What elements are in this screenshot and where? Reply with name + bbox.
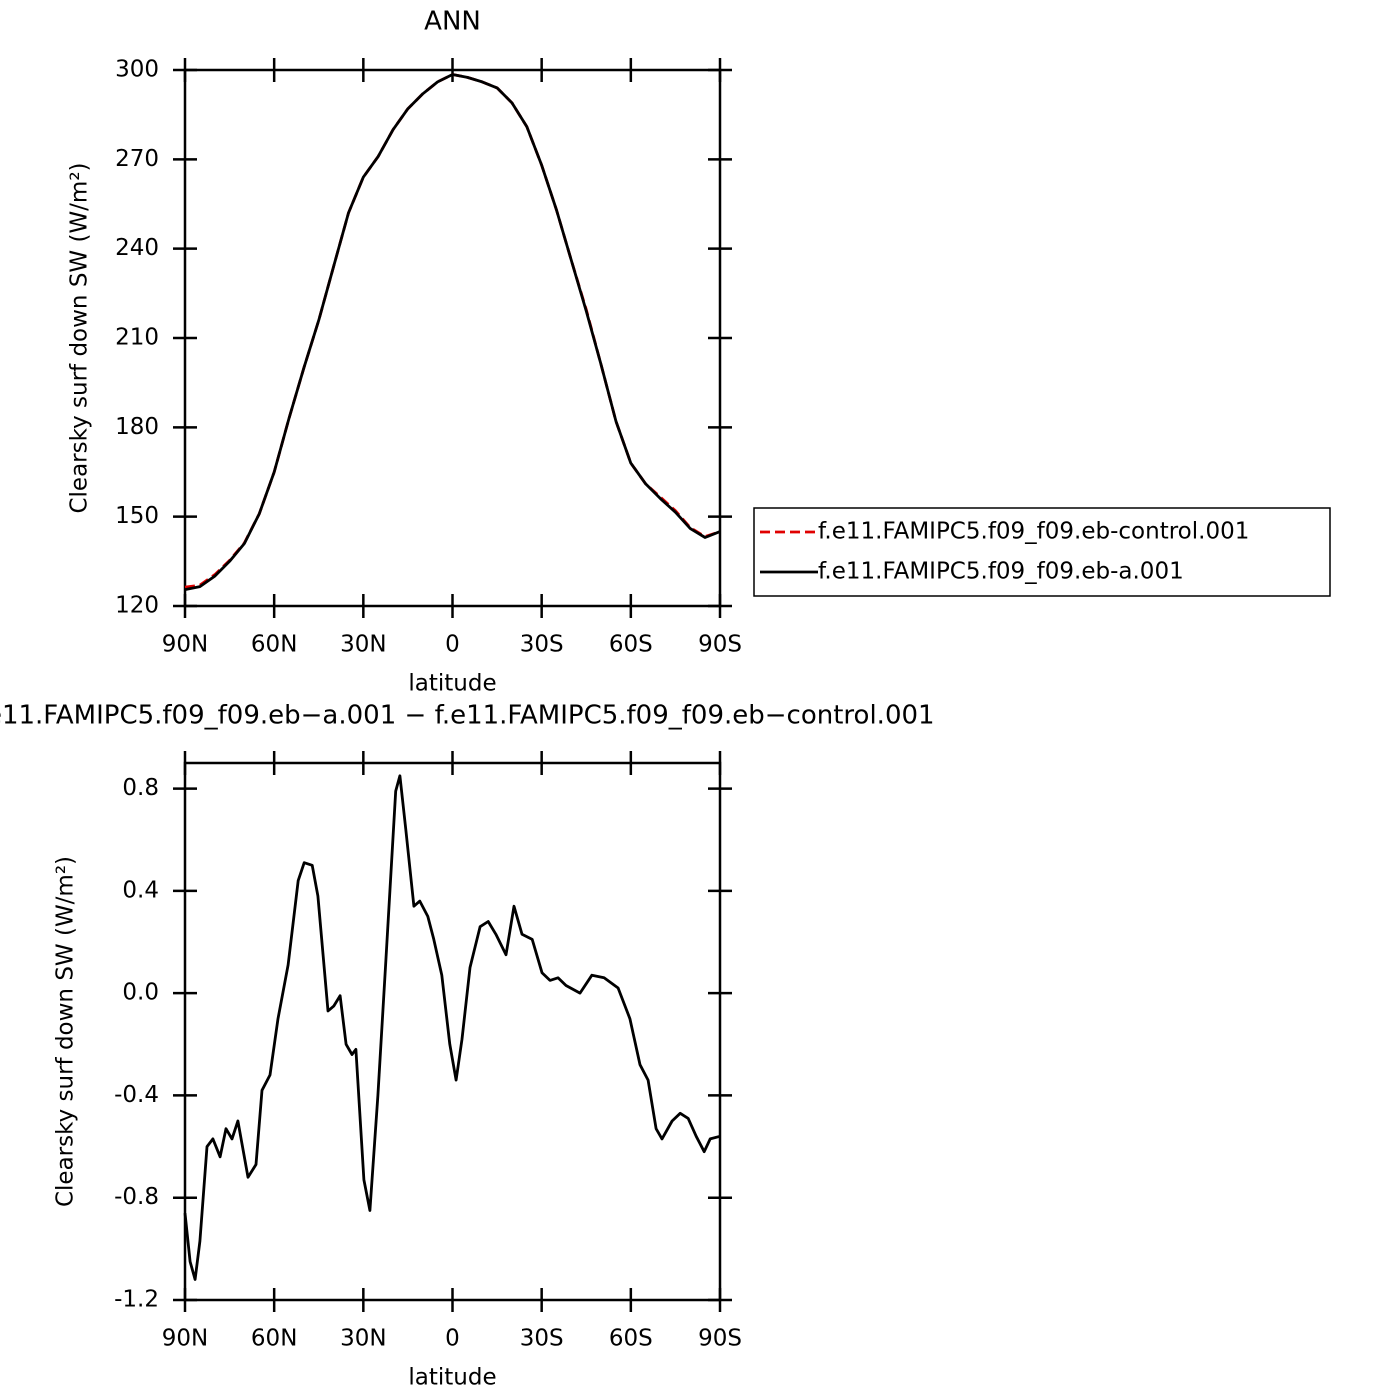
y-tick-label: 180 [115, 414, 159, 440]
legend-box [753, 507, 1331, 597]
y-tick-label: -0.8 [114, 1184, 159, 1210]
y-axis-label: Clearsky surf down SW (W/m²) [67, 162, 93, 513]
y-axis-label: Clearsky surf down SW (W/m²) [53, 856, 79, 1207]
x-tick-label: 90N [162, 632, 208, 658]
x-tick-label: 30S [520, 632, 564, 658]
data-line [183, 774, 721, 1281]
plot-frame [183, 68, 722, 608]
x-tick-label: 60S [609, 632, 653, 658]
y-tick-label: 120 [115, 593, 159, 619]
y-tick-label: -1.2 [114, 1287, 159, 1313]
y-tick-label: 270 [115, 146, 159, 172]
x-tick-label: 30S [520, 1326, 564, 1352]
y-tick-label: -0.4 [114, 1082, 159, 1108]
legend-label: f.e11.FAMIPC5.f09_f09.eb-control.001 [818, 519, 1249, 545]
x-tick-label: 0 [445, 632, 460, 658]
x-tick-label: 0 [445, 1326, 460, 1352]
y-tick-label: 0.0 [122, 980, 159, 1006]
plot-frame [183, 761, 722, 1302]
chart-title: f.e11.FAMIPC5.f09_f09.eb−a.001 − f.e11.F… [0, 701, 935, 731]
x-tick-label: 90N [162, 1326, 208, 1352]
x-tick-label: 30N [340, 632, 386, 658]
legend-label: f.e11.FAMIPC5.f09_f09.eb-a.001 [818, 559, 1184, 585]
y-tick-label: 240 [115, 235, 159, 261]
y-tick-label: 0.8 [122, 775, 159, 801]
x-tick-label: 60N [251, 632, 297, 658]
y-tick-label: 0.4 [122, 877, 159, 903]
data-line [184, 73, 721, 591]
x-axis-label: latitude [408, 671, 496, 697]
x-tick-label: 60S [609, 1326, 653, 1352]
x-tick-label: 90S [698, 1326, 742, 1352]
x-tick-label: 90S [698, 632, 742, 658]
y-tick-label: 300 [115, 57, 159, 83]
data-line [184, 73, 721, 589]
x-axis-label: latitude [408, 1365, 496, 1391]
y-tick-label: 210 [115, 325, 159, 351]
chart-title: ANN [424, 7, 481, 37]
y-tick-label: 150 [115, 503, 159, 529]
x-tick-label: 30N [340, 1326, 386, 1352]
x-tick-label: 60N [251, 1326, 297, 1352]
